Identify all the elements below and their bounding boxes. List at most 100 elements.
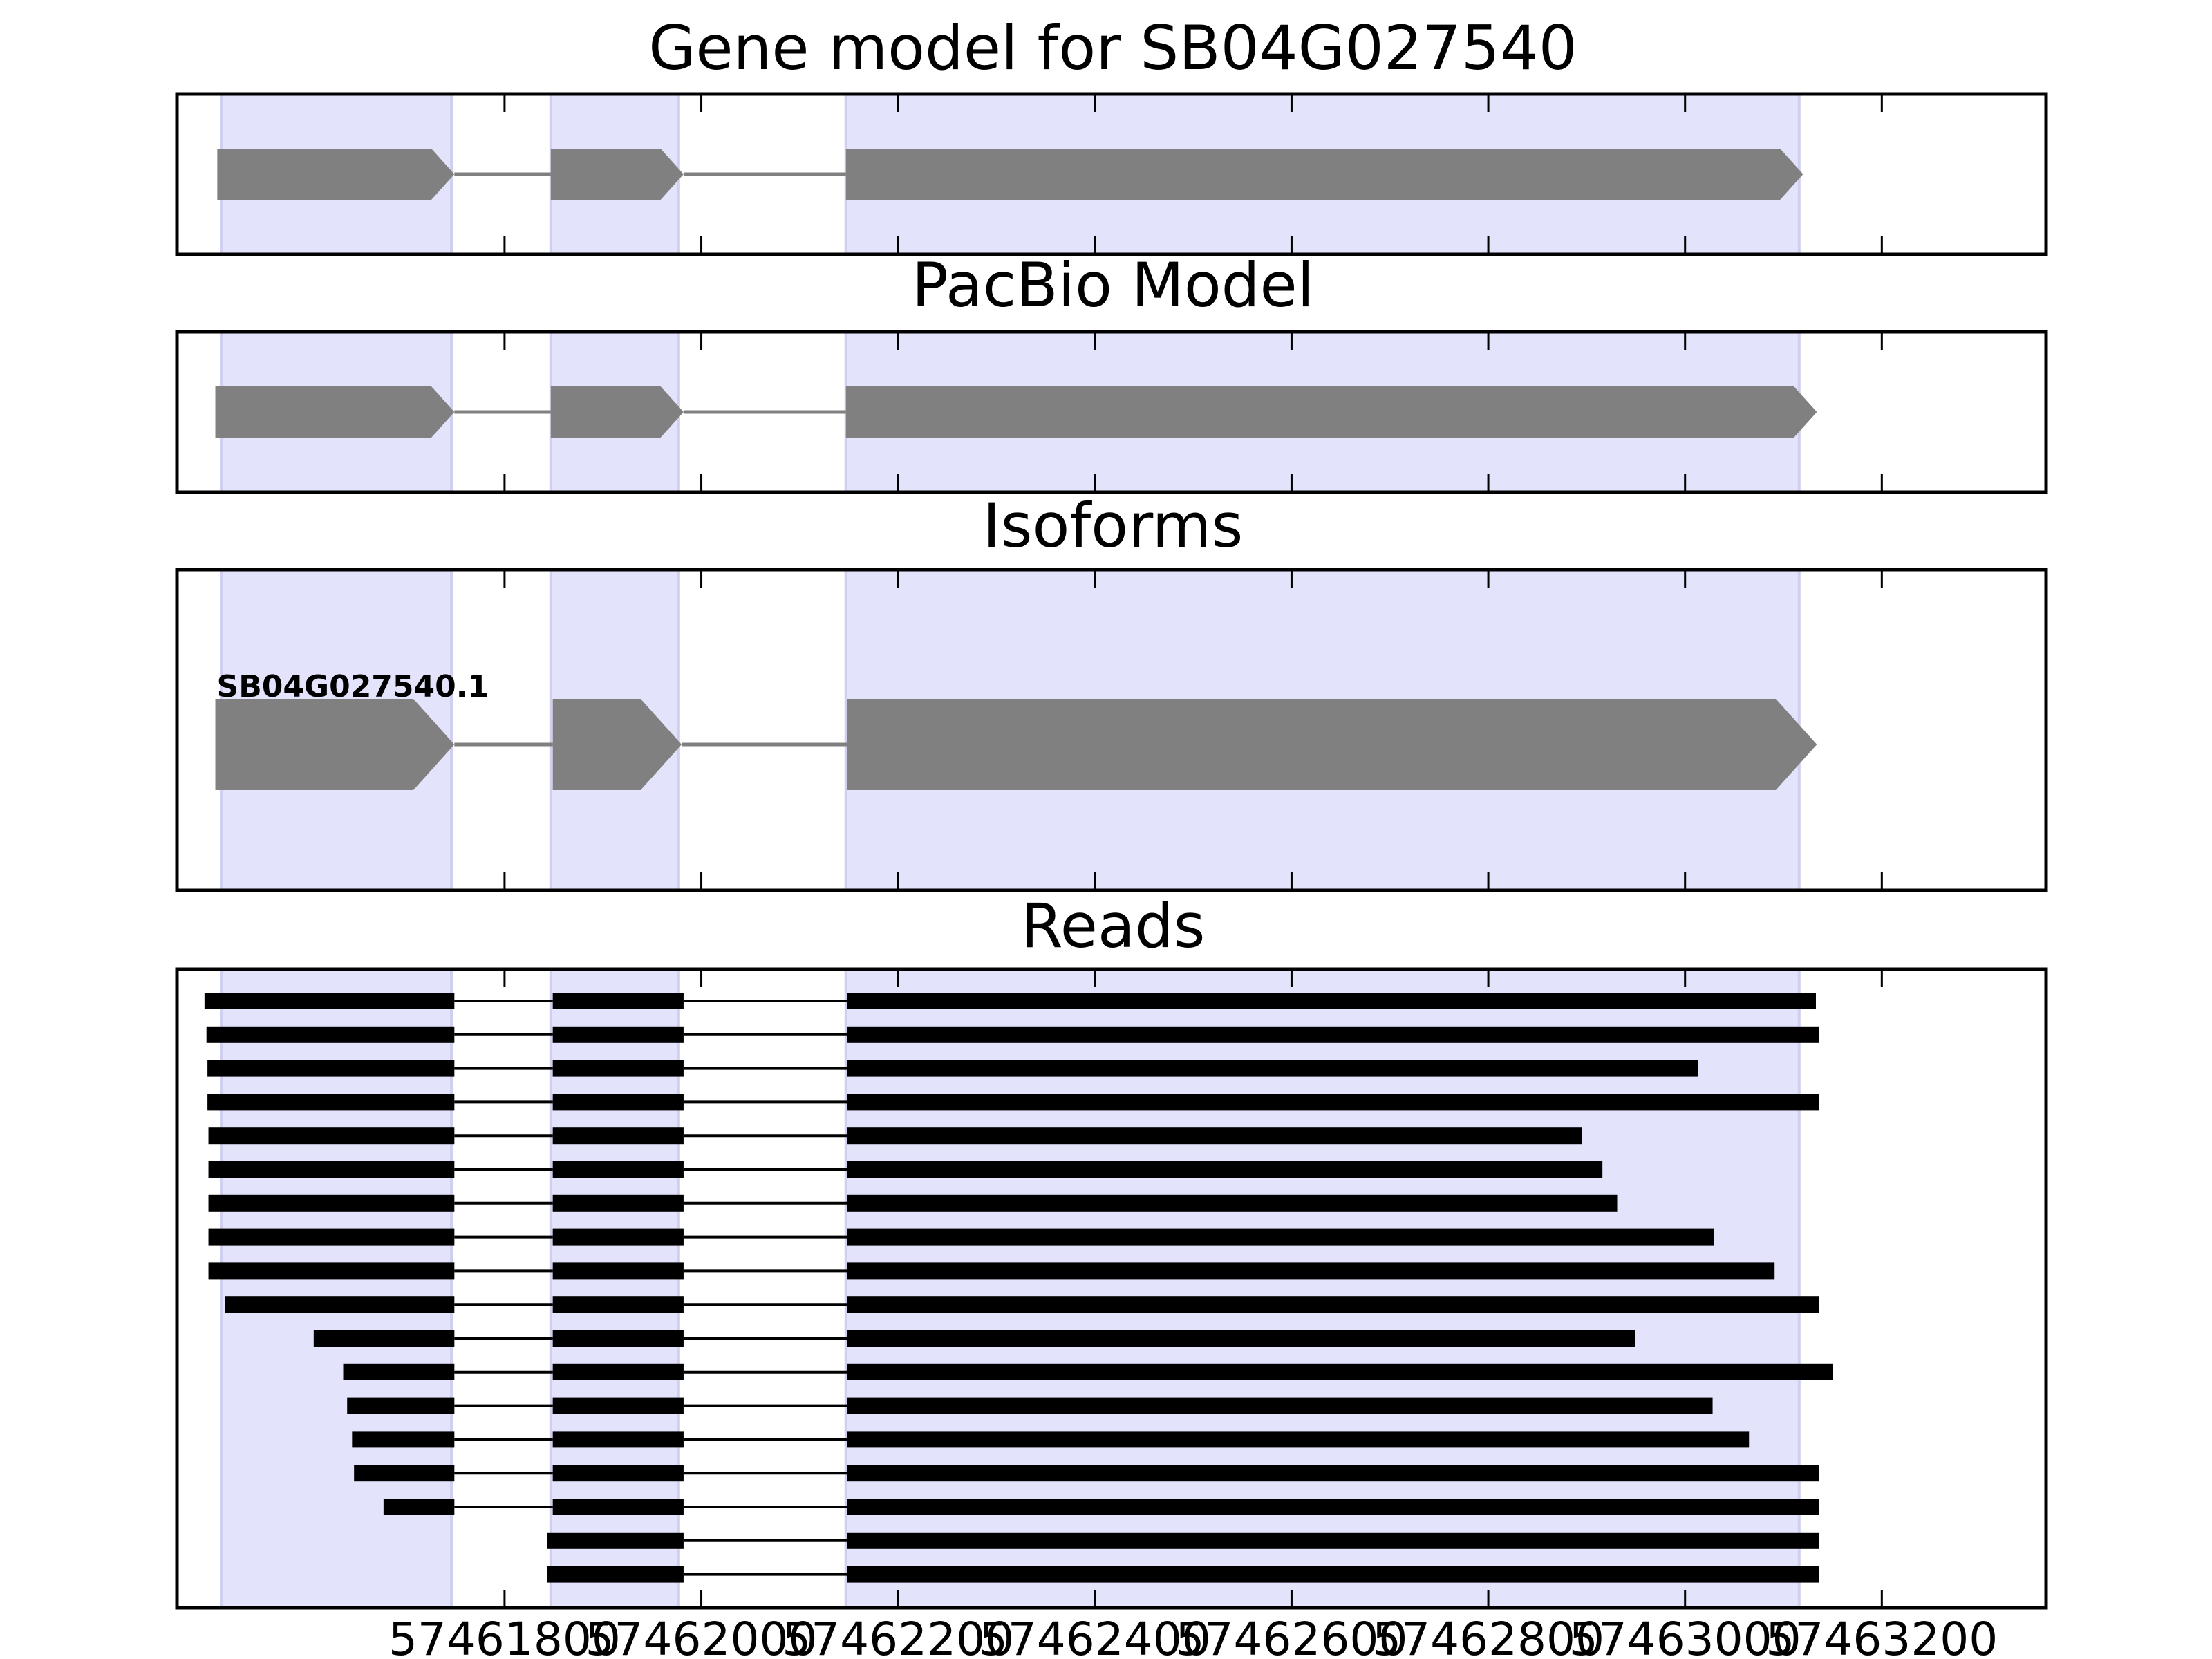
read-6 bbox=[208, 1161, 1603, 1178]
x-tick-label-5: 57462600 bbox=[1175, 1613, 1407, 1659]
read-exon bbox=[552, 1094, 684, 1111]
read-exon bbox=[208, 1127, 455, 1145]
read-exon bbox=[847, 1499, 1819, 1515]
read-exon bbox=[847, 1296, 1819, 1313]
isoform-label-1: SB04G027540.1 bbox=[217, 669, 489, 704]
read-4 bbox=[207, 1094, 1819, 1111]
read-2 bbox=[206, 1026, 1819, 1043]
read-11 bbox=[313, 1330, 1635, 1347]
panel-title-isoforms: Isoforms bbox=[983, 490, 1244, 561]
read-exon bbox=[552, 1161, 684, 1178]
frame-pacbio-model bbox=[175, 330, 2048, 494]
gene-model-exon-2 bbox=[550, 149, 684, 200]
read-exon bbox=[207, 1094, 455, 1111]
read-exon bbox=[552, 1127, 684, 1145]
read-8 bbox=[208, 1228, 1714, 1246]
read-exon bbox=[383, 1499, 455, 1515]
read-exon bbox=[552, 1194, 684, 1212]
read-exon bbox=[552, 1060, 684, 1077]
pacbio-model-exon-3 bbox=[845, 386, 1817, 438]
read-exon bbox=[354, 1465, 455, 1482]
ticks-gene-model bbox=[503, 94, 1883, 254]
read-7 bbox=[208, 1194, 1618, 1212]
pacbio-model-track bbox=[215, 386, 1817, 438]
read-12 bbox=[343, 1363, 1833, 1380]
gene-model-track bbox=[217, 149, 1803, 200]
isoforms-track: SB04G027540.1 bbox=[215, 669, 1817, 790]
x-tick-label-8: 57463200 bbox=[1765, 1613, 1998, 1659]
read-exon bbox=[208, 1228, 455, 1246]
read-exon bbox=[208, 1161, 455, 1178]
read-9 bbox=[208, 1262, 1775, 1280]
pacbio-model-exon-2 bbox=[550, 386, 684, 438]
panel-title-pacbio-model: PacBio Model bbox=[912, 250, 1314, 321]
read-exon bbox=[552, 1363, 684, 1380]
x-tick-label-2: 57462000 bbox=[585, 1613, 818, 1659]
read-18 bbox=[547, 1566, 1819, 1583]
read-1 bbox=[204, 993, 1816, 1009]
read-exon bbox=[206, 1026, 455, 1043]
read-exon bbox=[547, 1566, 684, 1583]
read-exon bbox=[343, 1363, 455, 1380]
panel-title-gene-model: Gene model for SB04G027540 bbox=[648, 12, 1577, 84]
read-exon bbox=[847, 1330, 1635, 1347]
x-axis-tick-labels: 5746180057462000574622005746240057462600… bbox=[388, 1613, 1998, 1659]
ticks-pacbio-model bbox=[503, 332, 1883, 492]
read-exon bbox=[847, 1431, 1750, 1448]
read-13 bbox=[347, 1397, 1713, 1414]
read-exon bbox=[208, 1262, 455, 1280]
ticks-isoforms bbox=[503, 570, 1883, 890]
read-exon bbox=[552, 993, 684, 1009]
read-exon bbox=[313, 1330, 455, 1347]
read-exon bbox=[847, 1094, 1819, 1111]
read-exon bbox=[847, 1363, 1833, 1380]
read-exon bbox=[847, 1397, 1713, 1414]
read-exon bbox=[847, 1127, 1582, 1145]
reads-track bbox=[204, 993, 1833, 1583]
read-exon bbox=[847, 1060, 1698, 1077]
x-tick-label-1: 57461800 bbox=[388, 1613, 621, 1659]
pacbio-model-exon-1 bbox=[215, 386, 455, 438]
frame-isoforms bbox=[175, 568, 2048, 892]
read-exon bbox=[547, 1532, 684, 1549]
panel-pacbio-model: PacBio Model bbox=[175, 250, 2048, 494]
x-tick-label-4: 57462400 bbox=[979, 1613, 1211, 1659]
read-exon bbox=[352, 1431, 455, 1448]
isoform-1-exon-2 bbox=[552, 699, 682, 790]
read-exon bbox=[552, 1465, 684, 1482]
read-14 bbox=[352, 1431, 1750, 1448]
read-exon bbox=[204, 993, 455, 1009]
read-exon bbox=[847, 1566, 1819, 1583]
read-exon bbox=[207, 1060, 455, 1077]
read-exon bbox=[552, 1330, 684, 1347]
read-exon bbox=[552, 1431, 684, 1448]
read-15 bbox=[354, 1465, 1819, 1482]
panel-gene-model: Gene model for SB04G027540 bbox=[175, 12, 2048, 256]
read-16 bbox=[383, 1499, 1819, 1515]
gene-model-exon-3 bbox=[845, 149, 1803, 200]
frame-gene-model bbox=[175, 92, 2048, 256]
read-exon bbox=[208, 1194, 455, 1212]
frame-reads bbox=[175, 967, 2048, 1610]
read-exon bbox=[847, 1228, 1714, 1246]
read-exon bbox=[552, 1499, 684, 1515]
isoform-1-exon-3 bbox=[847, 699, 1817, 790]
read-exon bbox=[347, 1397, 455, 1414]
read-exon bbox=[552, 1228, 684, 1246]
read-exon bbox=[552, 1026, 684, 1043]
x-tick-label-6: 57462800 bbox=[1372, 1613, 1604, 1659]
read-exon bbox=[225, 1296, 455, 1313]
panel-isoforms: Isoforms SB04G027540.1 bbox=[175, 490, 2048, 892]
ticks-reads bbox=[503, 969, 1883, 1608]
read-exon bbox=[847, 1026, 1819, 1043]
read-3 bbox=[207, 1060, 1698, 1077]
read-exon bbox=[552, 1397, 684, 1414]
read-exon bbox=[847, 1194, 1618, 1212]
read-5 bbox=[208, 1127, 1582, 1145]
read-exon bbox=[847, 993, 1816, 1009]
read-17 bbox=[547, 1532, 1819, 1549]
read-10 bbox=[225, 1296, 1819, 1313]
read-exon bbox=[847, 1262, 1775, 1280]
panel-title-reads: Reads bbox=[1021, 890, 1206, 962]
